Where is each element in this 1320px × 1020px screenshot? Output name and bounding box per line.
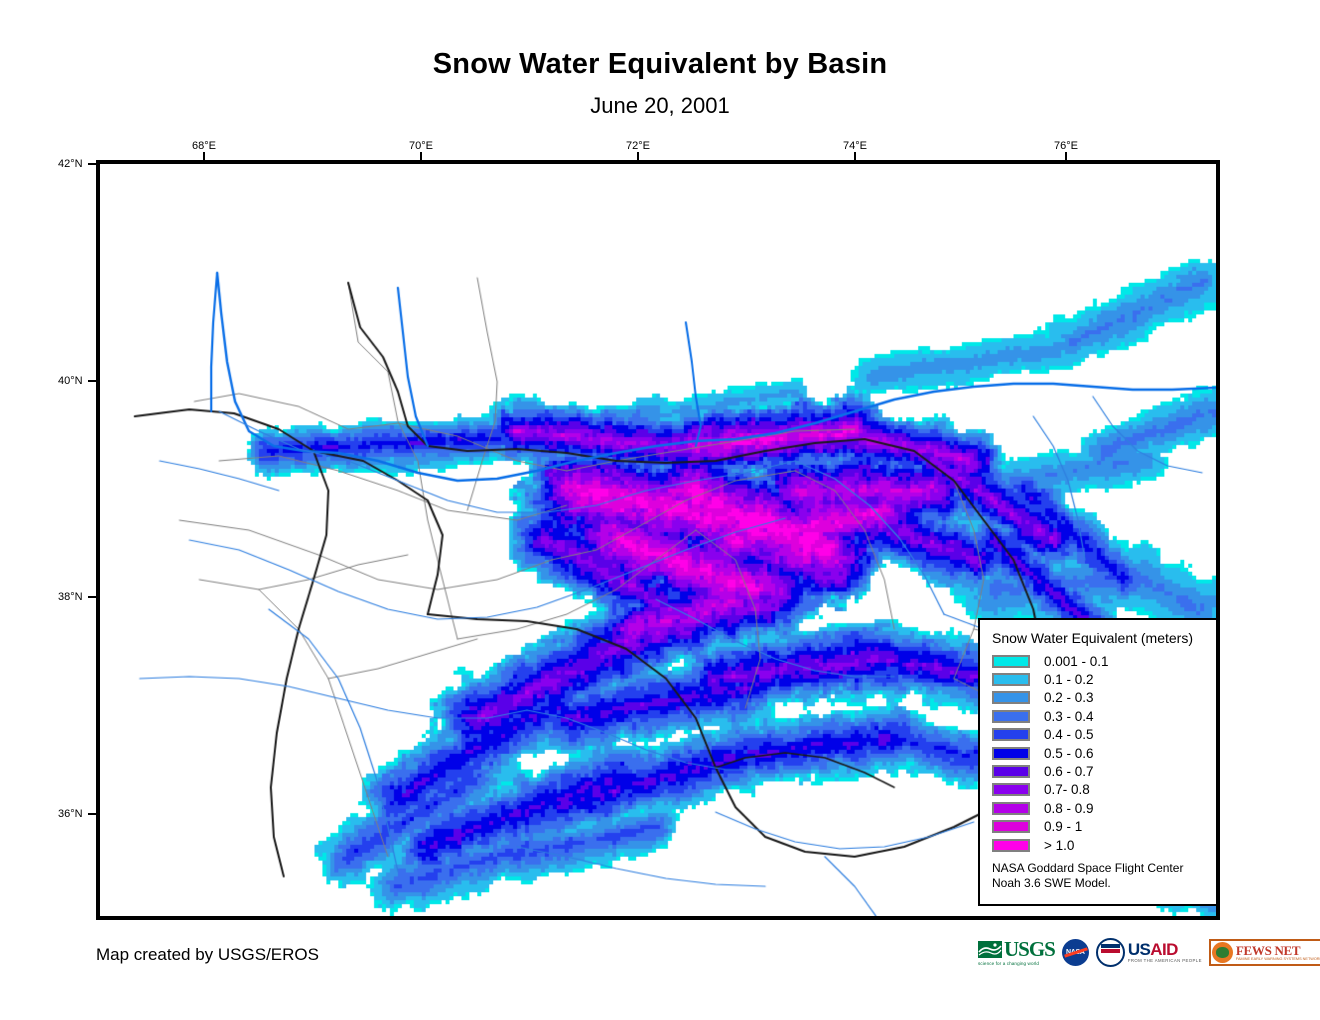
legend-swatch-7: [992, 783, 1030, 797]
usgs-logo: USGS science for a changing world: [978, 935, 1056, 969]
legend-label-8: 0.8 - 0.9: [1044, 800, 1094, 816]
lon-tick-4: [1065, 152, 1067, 161]
legend-row-5: 0.5 - 0.6: [992, 744, 1206, 762]
lon-label-2: 72°E: [626, 140, 650, 152]
legend-swatch-8: [992, 801, 1030, 815]
legend-row-8: 0.8 - 0.9: [992, 799, 1206, 817]
legend-label-10: > 1.0: [1044, 837, 1075, 853]
legend-class-list: 0.001 - 0.1 0.1 - 0.2 0.2 - 0.3 0.3 - 0.4 0.…: [992, 652, 1206, 854]
fews-wordmark: FEWS NET: [1235, 942, 1301, 958]
legend-row-4: 0.4 - 0.5: [992, 726, 1206, 744]
legend-swatch-5: [992, 746, 1030, 760]
usaid-wordmark: USAID: [1127, 940, 1179, 959]
legend-title: Snow Water Equivalent (meters): [992, 630, 1193, 646]
usaid-tagline: FROM THE AMERICAN PEOPLE: [1127, 958, 1202, 963]
fews-tagline: FAMINE EARLY WARNING SYSTEMS NETWORK: [1235, 956, 1320, 961]
legend-label-0: 0.001 - 0.1: [1044, 653, 1109, 669]
lon-tick-0: [203, 152, 205, 161]
legend-swatch-10: [992, 838, 1030, 852]
lat-tick-1: [88, 380, 97, 382]
lon-tick-2: [637, 152, 639, 161]
legend-row-1: 0.1 - 0.2: [992, 670, 1206, 688]
usgs-wordmark: USGS: [1004, 936, 1056, 961]
lon-label-3: 74°E: [843, 140, 867, 152]
map-credit: Map created by USGS/EROS: [96, 945, 319, 964]
legend-swatch-9: [992, 820, 1030, 834]
legend-label-4: 0.4 - 0.5: [1044, 727, 1094, 743]
lon-label-0: 68°E: [192, 140, 216, 152]
fews-globe-icon: [1211, 941, 1233, 963]
legend-swatch-0: [992, 654, 1030, 668]
usgs-wave-icon: [978, 940, 1002, 958]
lon-label-4: 76°E: [1054, 140, 1078, 152]
legend-row-2: 0.2 - 0.3: [992, 689, 1206, 707]
usaid-seal-icon: [1095, 937, 1125, 967]
legend-label-3: 0.3 - 0.4: [1044, 708, 1094, 724]
nasa-meatball-icon: NASA: [1061, 938, 1089, 966]
nasa-wordmark: NASA: [1066, 948, 1085, 956]
legend-label-2: 0.2 - 0.3: [1044, 690, 1094, 706]
page-title: Snow Water Equivalent by Basin: [432, 48, 888, 80]
legend-label-7: 0.7- 0.8: [1044, 782, 1090, 798]
legend-panel: Snow Water Equivalent (meters) 0.001 - 0…: [978, 618, 1218, 906]
lon-tick-3: [854, 152, 856, 161]
fews-net-logo: FEWS NET FAMINE EARLY WARNING SYSTEMS NE…: [1208, 935, 1320, 969]
lon-label-1: 70°E: [409, 140, 433, 152]
lat-label-0: 42°N: [58, 158, 83, 170]
lat-tick-2: [88, 596, 97, 598]
legend-label-9: 0.9 - 1: [1044, 819, 1083, 835]
legend-source-line1: NASA Goddard Space Flight Center: [992, 861, 1184, 876]
usgs-tagline: science for a changing world: [978, 960, 1040, 966]
legend-row-9: 0.9 - 1: [992, 818, 1206, 836]
legend-swatch-4: [992, 728, 1030, 742]
lat-label-1: 40°N: [58, 375, 83, 387]
lon-tick-1: [420, 152, 422, 161]
lat-label-2: 38°N: [58, 591, 83, 603]
page-subtitle: June 20, 2001: [590, 93, 730, 118]
legend-row-3: 0.3 - 0.4: [992, 707, 1206, 725]
legend-swatch-6: [992, 765, 1030, 779]
legend-row-0: 0.001 - 0.1: [992, 652, 1206, 670]
nasa-logo: NASA: [1061, 935, 1089, 969]
legend-label-6: 0.6 - 0.7: [1044, 764, 1094, 780]
legend-label-1: 0.1 - 0.2: [1044, 672, 1094, 688]
legend-row-7: 0.7- 0.8: [992, 781, 1206, 799]
lat-label-3: 36°N: [58, 808, 83, 820]
legend-swatch-1: [992, 673, 1030, 687]
legend-swatch-2: [992, 691, 1030, 705]
logo-strip: USGS science for a changing world NASA U…: [978, 932, 1320, 972]
legend-source: NASA Goddard Space Flight Center Noah 3.…: [992, 861, 1206, 891]
legend-label-5: 0.5 - 0.6: [1044, 745, 1094, 761]
lat-tick-0: [88, 163, 97, 165]
legend-source-line2: Noah 3.6 SWE Model.: [992, 876, 1111, 891]
usaid-logo: USAID FROM THE AMERICAN PEOPLE: [1095, 935, 1202, 969]
legend-row-6: 0.6 - 0.7: [992, 762, 1206, 780]
lat-tick-3: [88, 813, 97, 815]
legend-row-10: > 1.0: [992, 836, 1206, 854]
legend-swatch-3: [992, 709, 1030, 723]
